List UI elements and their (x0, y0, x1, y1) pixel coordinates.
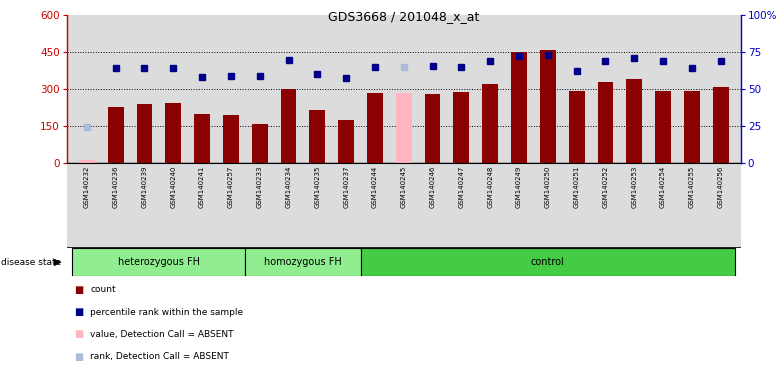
Bar (713, 87, 728, 163)
Bar (511, 52, 527, 163)
Bar (245, 248, 361, 276)
Bar (165, 103, 181, 163)
Bar (281, 89, 296, 163)
Text: GSM140237: GSM140237 (343, 166, 349, 208)
Text: GSM140240: GSM140240 (170, 166, 176, 208)
Bar (597, 82, 613, 163)
Bar (136, 104, 152, 163)
Text: disease state: disease state (1, 258, 61, 266)
Text: count: count (90, 285, 116, 295)
Text: ■: ■ (74, 352, 84, 362)
Text: GSM140233: GSM140233 (256, 166, 263, 208)
Bar (194, 114, 210, 163)
Bar (655, 91, 671, 163)
Text: GSM140239: GSM140239 (141, 166, 147, 208)
Text: heterozygous FH: heterozygous FH (118, 257, 200, 267)
Text: GSM140254: GSM140254 (660, 166, 666, 208)
Text: GSM140255: GSM140255 (689, 166, 695, 208)
Bar (72, 248, 245, 276)
Text: GSM140252: GSM140252 (602, 166, 608, 208)
Bar (310, 110, 325, 163)
Bar (367, 93, 383, 163)
Text: ■: ■ (74, 307, 84, 317)
Bar (79, 159, 95, 163)
Bar (540, 50, 556, 163)
Text: GSM140236: GSM140236 (113, 166, 118, 208)
Bar (396, 93, 412, 163)
Text: ■: ■ (74, 329, 84, 339)
Bar (453, 92, 470, 163)
Text: homozygous FH: homozygous FH (264, 257, 342, 267)
Text: percentile rank within the sample: percentile rank within the sample (90, 308, 243, 317)
Text: GSM140250: GSM140250 (545, 166, 551, 208)
Text: GSM140251: GSM140251 (574, 166, 579, 208)
Text: GSM140247: GSM140247 (459, 166, 464, 208)
Bar (361, 248, 735, 276)
Text: GSM140244: GSM140244 (372, 166, 378, 208)
Bar (223, 115, 239, 163)
Bar (338, 120, 354, 163)
Text: GSM140234: GSM140234 (285, 166, 292, 208)
Text: GSM140256: GSM140256 (717, 166, 724, 208)
Text: GDS3668 / 201048_x_at: GDS3668 / 201048_x_at (328, 10, 480, 23)
Bar (568, 91, 585, 163)
Text: GSM140253: GSM140253 (631, 166, 637, 208)
Text: ■: ■ (74, 285, 84, 295)
Text: ▶: ▶ (53, 257, 61, 267)
Bar (482, 84, 498, 163)
Text: control: control (531, 257, 564, 267)
Text: GSM140249: GSM140249 (516, 166, 522, 208)
Text: GSM140246: GSM140246 (430, 166, 436, 208)
Bar (684, 91, 700, 163)
Text: rank, Detection Call = ABSENT: rank, Detection Call = ABSENT (90, 352, 229, 361)
Bar (107, 106, 124, 163)
Text: GSM140248: GSM140248 (487, 166, 493, 208)
Text: value, Detection Call = ABSENT: value, Detection Call = ABSENT (90, 330, 234, 339)
Bar (626, 79, 642, 163)
Text: GSM140245: GSM140245 (401, 166, 407, 208)
Text: GSM140241: GSM140241 (199, 166, 205, 208)
Text: GSM140257: GSM140257 (228, 166, 234, 208)
Text: GSM140232: GSM140232 (84, 166, 90, 208)
Text: GSM140235: GSM140235 (314, 166, 321, 208)
Bar (425, 94, 441, 163)
Bar (252, 124, 267, 163)
